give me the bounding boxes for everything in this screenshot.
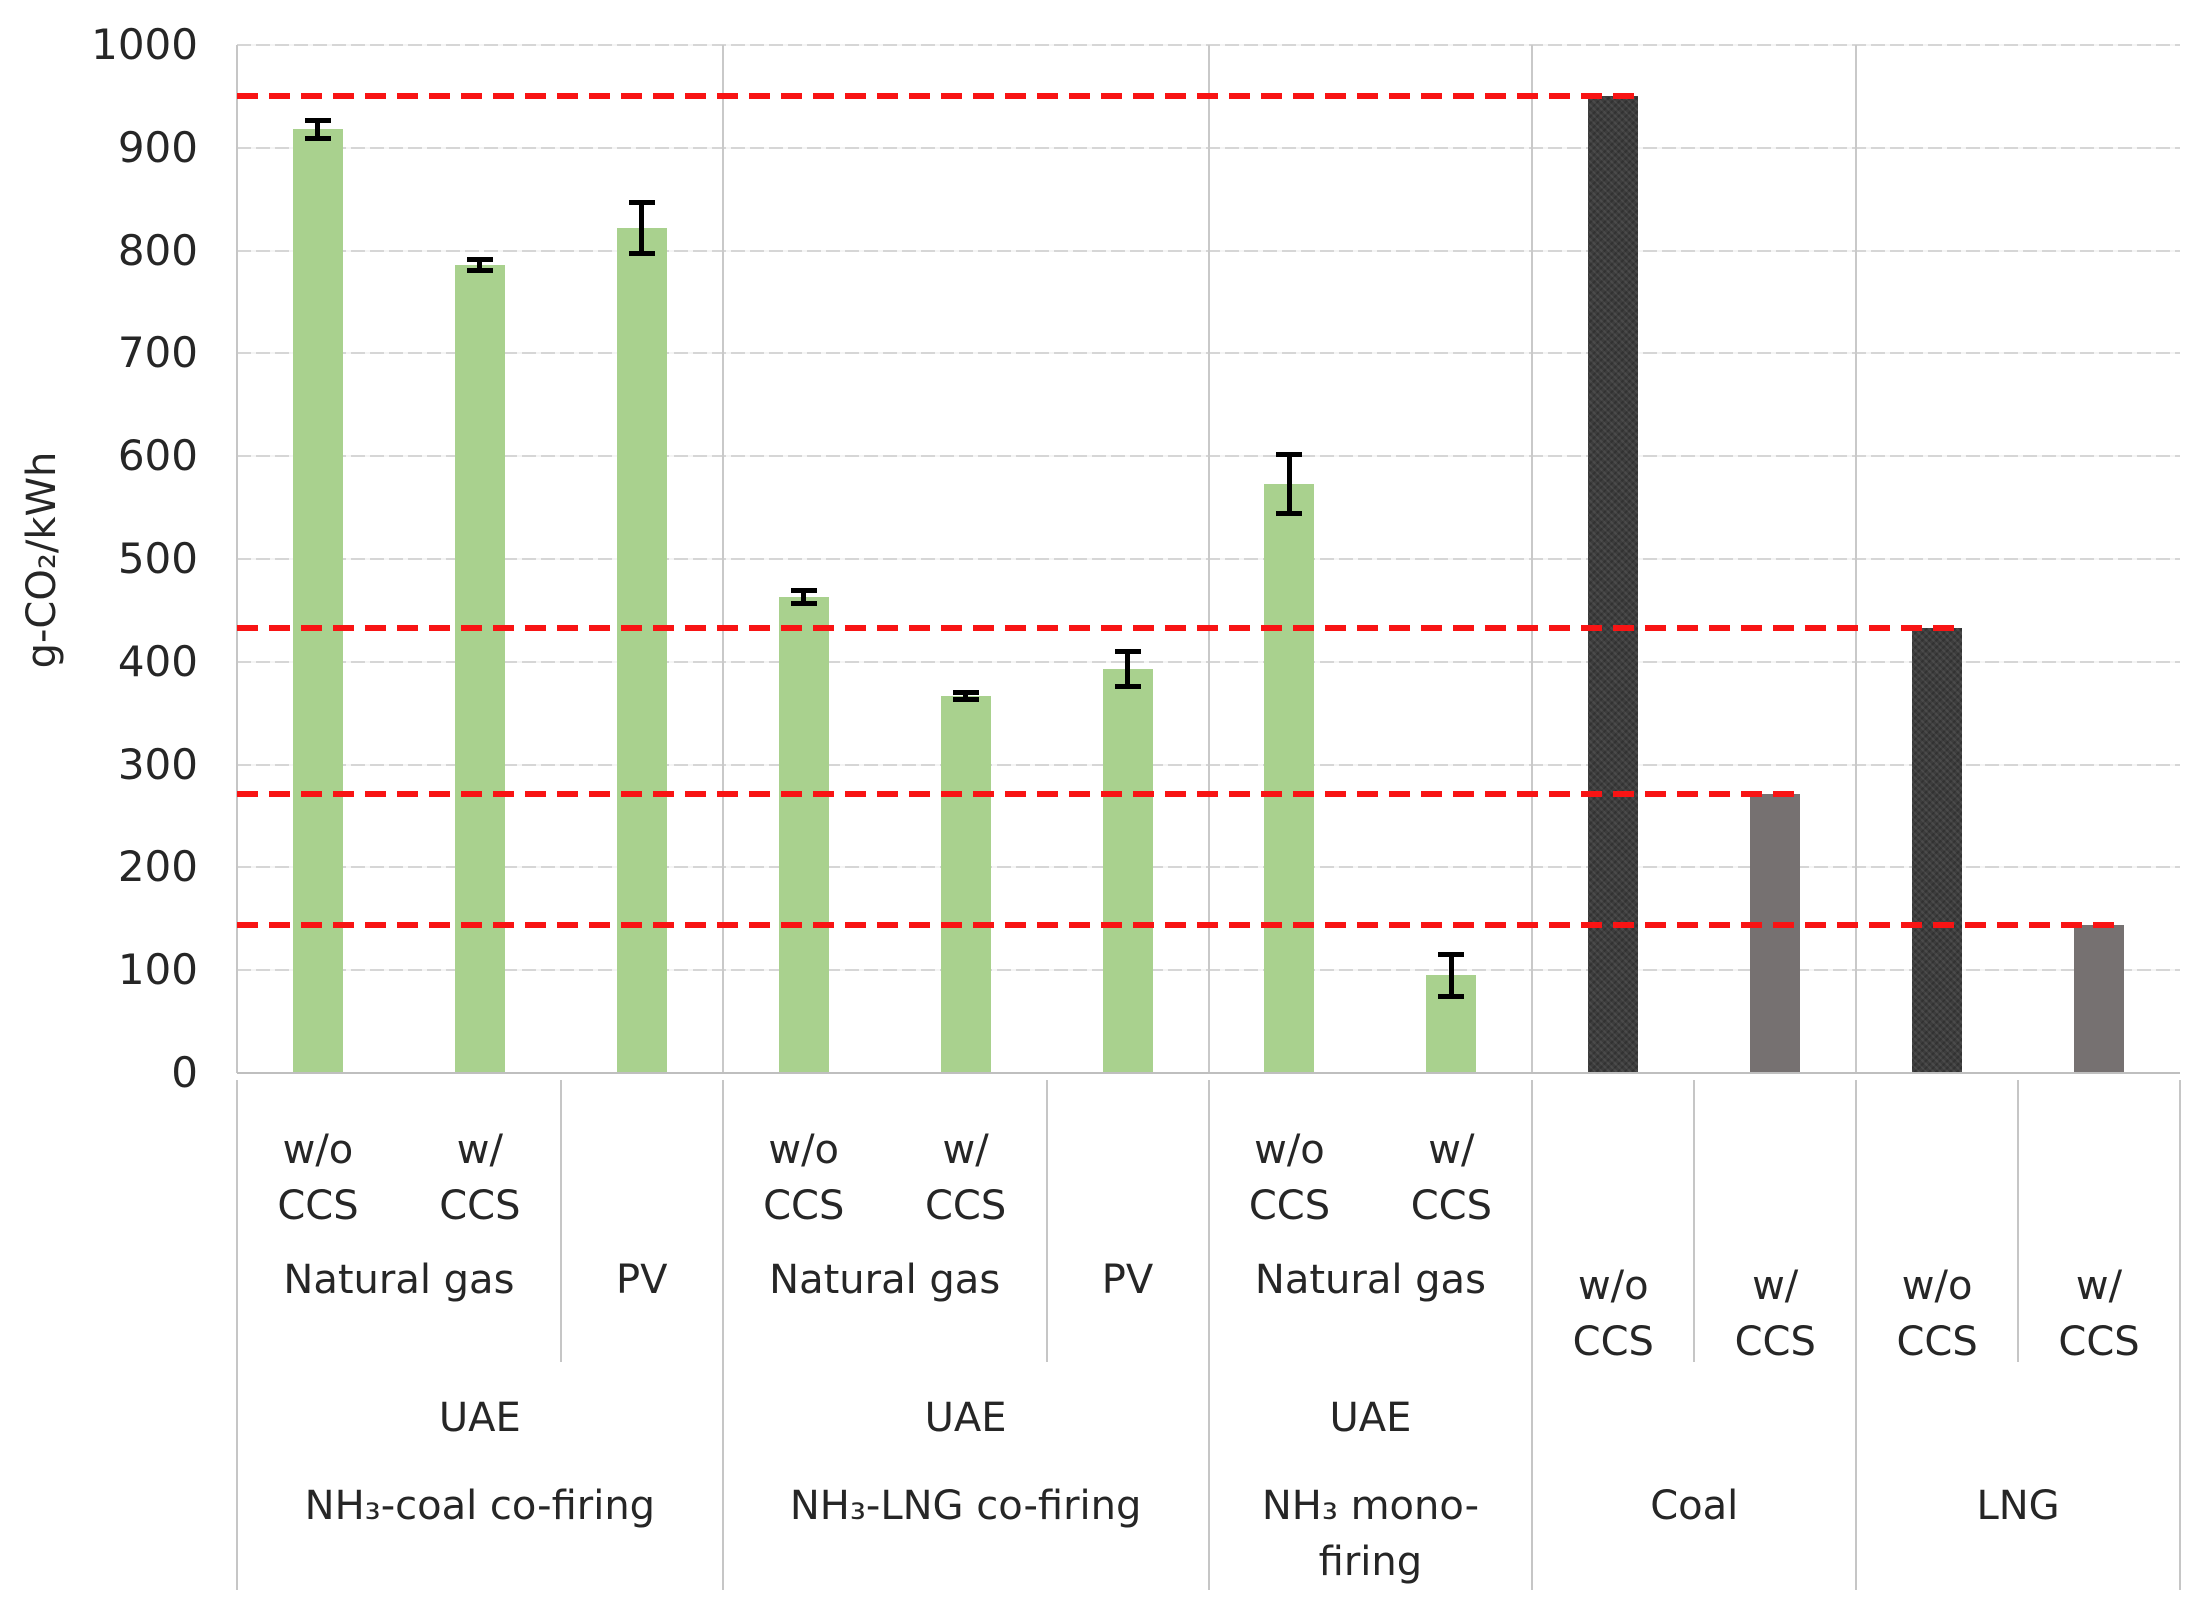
error-bar-part (639, 200, 645, 256)
ccs-label: w/ CCS (2058, 1263, 2140, 1365)
fuel-label: Natural gas (283, 1257, 515, 1303)
y-axis-line (236, 45, 238, 1073)
group-divider (1531, 45, 1534, 1073)
error-bar (304, 117, 331, 141)
fuel-label: Natural gas (1254, 1257, 1486, 1303)
error-bar-part (790, 587, 817, 593)
label-group-divider (1207, 1080, 1210, 1590)
bar (2074, 924, 2125, 1073)
ccs-label: w/ CCS (924, 1127, 1007, 1229)
x-axis-line (237, 1072, 2180, 1074)
error-bar-part (466, 268, 493, 274)
region-label: UAE (924, 1395, 1007, 1441)
bar (1588, 96, 1639, 1073)
group-label: LNG (1976, 1483, 2060, 1529)
ccs-label: w/o CCS (277, 1127, 359, 1229)
error-bar-part (1125, 649, 1131, 689)
ccs-label: w/o CCS (1248, 1127, 1331, 1229)
group-label: NH₃ mono- firing (1261, 1483, 1479, 1585)
error-bar-part (304, 135, 331, 141)
bar (616, 227, 667, 1073)
error-bar (1114, 649, 1141, 689)
error-bar-part (1276, 452, 1303, 458)
error-bar-part (1114, 683, 1141, 689)
error-bar (1276, 452, 1303, 516)
error-bar-part (1114, 649, 1141, 655)
label-table-left-border (236, 1080, 238, 1590)
error-bar-part (1448, 951, 1454, 999)
group-label: Coal (1650, 1483, 1739, 1529)
error-bar (790, 587, 817, 607)
reference-line (237, 791, 1801, 798)
y-tick-label: 200 (117, 842, 198, 892)
ccs-label: w/ CCS (1410, 1127, 1492, 1229)
label-group-divider (1855, 1080, 1858, 1590)
error-bar (466, 256, 493, 274)
error-bar-part (790, 601, 817, 607)
ccs-label: w/o CCS (1572, 1263, 1654, 1365)
bar (1102, 668, 1153, 1073)
fuel-label: PV (1101, 1257, 1154, 1303)
error-bar-part (304, 117, 331, 123)
bar (1264, 483, 1315, 1073)
error-bar-part (628, 250, 655, 256)
error-bar-part (628, 200, 655, 206)
error-bar-part (477, 256, 483, 274)
error-bar-part (1438, 951, 1465, 957)
bar (454, 264, 505, 1073)
y-tick-label: 500 (117, 534, 198, 583)
fuel-sub-divider (1045, 1080, 1048, 1362)
error-bar-part (315, 117, 321, 141)
y-tick-label: 300 (117, 739, 198, 789)
region-label: UAE (438, 1395, 521, 1441)
fuel-sub-divider (559, 1080, 562, 1362)
ccs-label: w/ CCS (1734, 1263, 1816, 1365)
error-bar-part (1438, 993, 1465, 999)
group-label: NH₃-LNG co-firing (789, 1483, 1142, 1529)
reference-line (237, 921, 2125, 928)
bar (292, 129, 343, 1073)
error-bar-part (952, 689, 979, 695)
y-tick-label: 400 (117, 636, 198, 686)
bar (1912, 627, 1963, 1073)
region-label: UAE (1329, 1395, 1412, 1441)
error-bar-part (952, 696, 979, 702)
error-bar-part (1286, 452, 1292, 516)
y-tick-label: 1000 (91, 20, 198, 69)
error-bar (952, 689, 979, 702)
group-divider (1207, 45, 1210, 1073)
ccs-sub-divider (2017, 1080, 2020, 1362)
fuel-label: PV (616, 1257, 668, 1303)
error-bar-part (466, 256, 493, 262)
y-tick-label: 700 (117, 328, 198, 378)
ccs-label: w/o CCS (1896, 1263, 1978, 1365)
reference-line (237, 93, 1639, 100)
y-tick-label: 900 (117, 122, 198, 172)
group-label: NH₃-coal co-firing (304, 1483, 656, 1529)
group-divider (721, 45, 724, 1073)
group-divider (1855, 45, 1858, 1073)
y-tick-label: 800 (117, 225, 198, 275)
error-bar-part (1276, 510, 1303, 516)
bar (778, 597, 829, 1073)
error-bar (628, 200, 655, 256)
bar (940, 695, 991, 1073)
ccs-sub-divider (1693, 1080, 1696, 1362)
error-bar-part (963, 689, 969, 702)
error-bar (1438, 951, 1465, 999)
y-tick-label: 0 (171, 1048, 198, 1097)
y-tick-label: 600 (117, 431, 198, 481)
label-table-right-border (2179, 1080, 2181, 1590)
bar (1750, 794, 1801, 1073)
fuel-label: Natural gas (769, 1257, 1001, 1303)
ccs-label: w/ CCS (439, 1127, 521, 1229)
error-bar-part (801, 587, 807, 607)
label-group-divider (1531, 1080, 1534, 1590)
y-tick-label: 100 (117, 945, 198, 995)
ccs-label: w/o CCS (763, 1127, 845, 1229)
reference-line (237, 624, 1963, 631)
label-group-divider (721, 1080, 724, 1590)
